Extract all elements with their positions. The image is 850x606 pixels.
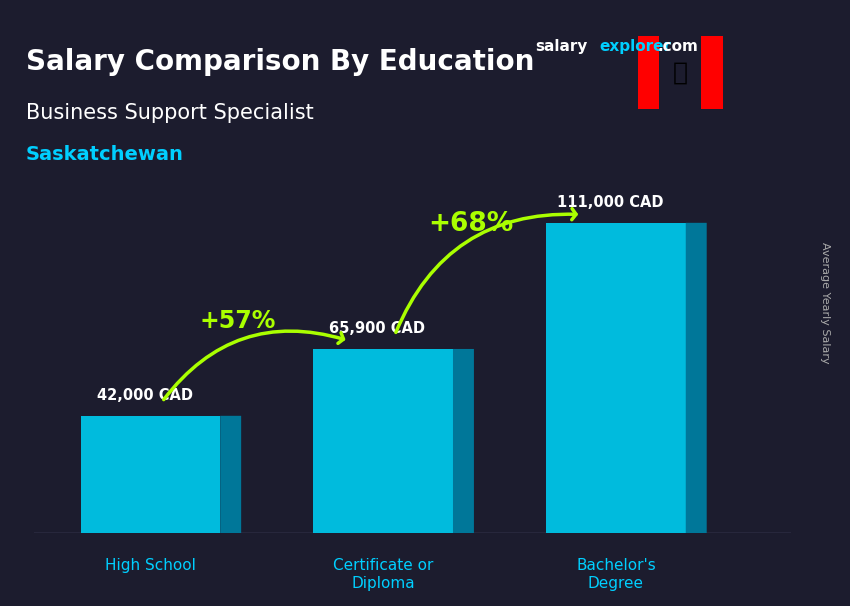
Polygon shape [701,36,722,109]
Polygon shape [314,349,453,533]
Text: Salary Comparison By Education: Salary Comparison By Education [26,48,534,76]
Text: .com: .com [657,39,698,55]
Text: 65,900 CAD: 65,900 CAD [329,321,425,336]
Text: Business Support Specialist: Business Support Specialist [26,103,314,123]
Text: High School: High School [105,559,196,573]
Text: Saskatchewan: Saskatchewan [26,145,184,164]
Polygon shape [220,416,241,533]
Polygon shape [81,416,220,533]
Text: Certificate or
Diploma: Certificate or Diploma [333,559,434,591]
Text: 111,000 CAD: 111,000 CAD [557,195,663,210]
Text: 🍁: 🍁 [672,61,688,85]
Text: salary: salary [536,39,588,55]
Text: +57%: +57% [200,309,276,333]
Polygon shape [453,349,474,533]
Polygon shape [638,36,659,109]
Text: Average Yearly Salary: Average Yearly Salary [819,242,830,364]
Polygon shape [546,223,686,533]
Text: +68%: +68% [428,211,513,238]
Polygon shape [686,223,706,533]
Text: Bachelor's
Degree: Bachelor's Degree [576,559,656,591]
Text: 42,000 CAD: 42,000 CAD [97,388,193,403]
Text: explorer: explorer [599,39,672,55]
